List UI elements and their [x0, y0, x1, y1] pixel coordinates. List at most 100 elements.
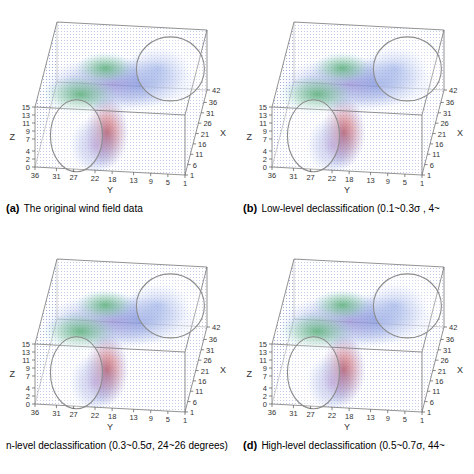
box-edge — [272, 259, 294, 344]
tick — [269, 368, 272, 369]
tick — [32, 360, 35, 361]
y-tick-label: 31 — [52, 409, 60, 418]
tick — [32, 151, 35, 152]
y-tick-label: 9 — [386, 414, 390, 423]
tick — [422, 175, 425, 176]
tick — [190, 391, 193, 392]
tick — [422, 412, 425, 413]
z-tick-label: 0 — [26, 400, 30, 409]
y-tick-label: 9 — [149, 414, 153, 423]
z-tick-label: 15 — [22, 340, 30, 349]
tick — [435, 123, 438, 124]
z-axis-title: Z — [10, 132, 16, 142]
tick — [269, 131, 272, 132]
y-axis-title: Y — [107, 422, 113, 432]
tick — [198, 360, 201, 361]
box-edge — [207, 30, 208, 90]
y-tick-label: 18 — [345, 175, 353, 184]
x-axis-title: X — [220, 365, 226, 375]
x-tick-label: 21 — [201, 367, 209, 376]
tick — [269, 376, 272, 377]
z-tick-label: 4 — [26, 147, 30, 156]
tick — [193, 143, 196, 144]
z-tick-label: 2 — [263, 155, 267, 164]
tick — [370, 172, 371, 175]
x-tick-label: 6 — [430, 398, 434, 407]
x-tick-label: 26 — [203, 356, 211, 365]
z-tick-label: 7 — [26, 135, 30, 144]
tick — [433, 370, 436, 371]
y-tick-label: 22 — [328, 411, 336, 420]
y-tick-label: 13 — [129, 176, 137, 185]
tick — [310, 406, 311, 409]
y-tick-label: 13 — [366, 413, 374, 422]
tick — [112, 408, 113, 411]
highlight-circle — [50, 100, 102, 172]
tick — [32, 123, 35, 124]
tick — [430, 143, 433, 144]
box-edge — [185, 352, 186, 412]
tick — [269, 388, 272, 389]
x-tick-label: 36 — [446, 335, 454, 344]
tick — [196, 133, 199, 134]
y-tick-label: 22 — [91, 174, 99, 183]
tick — [150, 410, 151, 413]
box-edge — [35, 259, 57, 344]
tick — [438, 112, 441, 113]
y-tick-label: 5 — [166, 178, 170, 187]
tick — [95, 170, 96, 173]
y-tick-label: 1 — [183, 416, 187, 425]
x-tick-label: 42 — [212, 86, 220, 95]
tick — [32, 352, 35, 353]
panel: 1611162126313642X159131822273136Y0247911… — [243, 259, 463, 451]
y-tick-label: 31 — [289, 409, 297, 418]
z-tick-label: 13 — [22, 348, 30, 357]
x-tick-label: 16 — [198, 140, 206, 149]
tick — [32, 159, 35, 160]
tick — [196, 370, 199, 371]
tick — [293, 168, 294, 171]
x-tick-label: 11 — [195, 387, 203, 396]
x-axis-title: X — [457, 128, 463, 138]
tick — [441, 102, 444, 103]
y-tick-label: 36 — [268, 171, 276, 180]
z-axis-title: Z — [247, 369, 253, 379]
tick — [332, 407, 333, 410]
y-tick-label: 1 — [420, 416, 424, 425]
x-tick-label: 6 — [430, 161, 434, 170]
tick — [269, 404, 272, 405]
z-tick-label: 13 — [259, 111, 267, 120]
box-edge — [57, 259, 207, 267]
tick — [32, 344, 35, 345]
tick — [73, 406, 74, 409]
tick — [387, 410, 388, 413]
y-tick-label: 1 — [183, 179, 187, 188]
tick — [269, 352, 272, 353]
z-tick-label: 4 — [26, 384, 30, 393]
caption: The original wind field data — [24, 203, 143, 214]
tick — [133, 172, 134, 175]
z-tick-label: 7 — [263, 372, 267, 381]
x-tick-label: 21 — [438, 367, 446, 376]
tick — [269, 344, 272, 345]
tick — [188, 401, 191, 402]
tick — [269, 396, 272, 397]
caption: n-level declassification (0.3~0.5σ, 24~2… — [6, 440, 228, 451]
z-tick-label: 9 — [26, 364, 30, 373]
tick — [207, 90, 210, 91]
y-tick-label: 36 — [268, 408, 276, 417]
volume — [35, 22, 207, 175]
tick — [185, 175, 186, 178]
axes: 1611162126313642X159131822273136Y0247911… — [247, 86, 464, 195]
tick — [56, 168, 57, 171]
y-tick-label: 18 — [345, 412, 353, 421]
tick — [32, 115, 35, 116]
y-axis-title: Y — [344, 422, 350, 432]
z-tick-label: 0 — [263, 400, 267, 409]
tick — [32, 368, 35, 369]
tick — [32, 139, 35, 140]
y-axis-title: Y — [107, 185, 113, 195]
front-edges — [35, 22, 207, 175]
tick — [349, 408, 350, 411]
tick — [190, 154, 193, 155]
